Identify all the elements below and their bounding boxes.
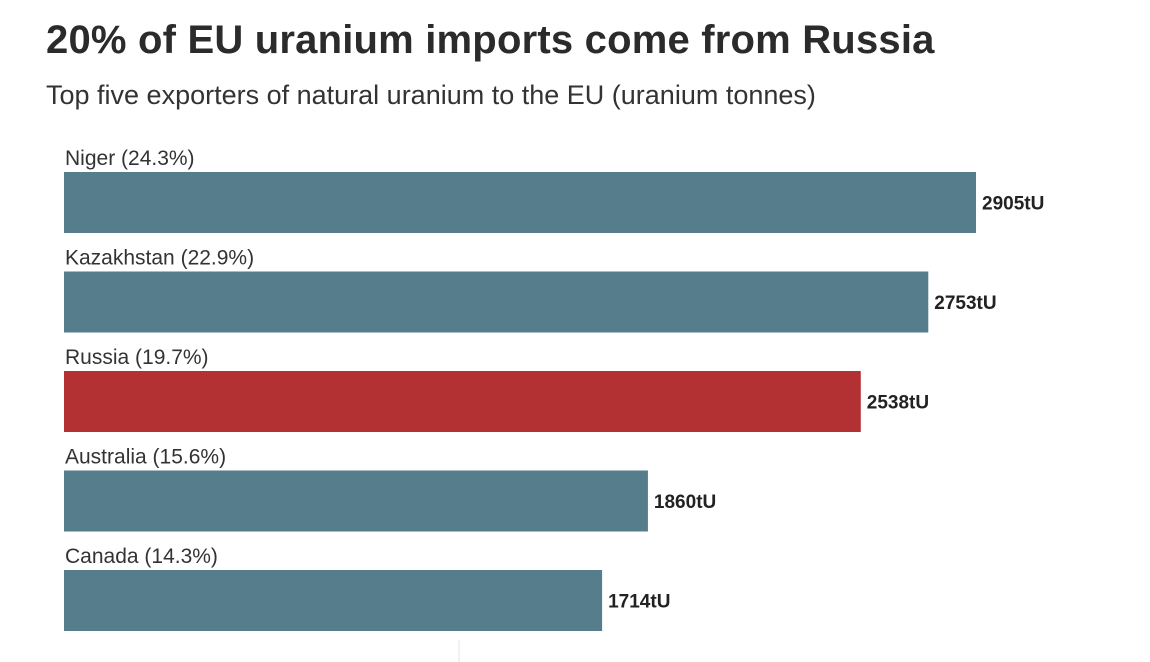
bars-layer: Niger (24.3%) 2905tU Kazakhstan (22.9%) 275…: [64, 147, 1044, 631]
category-label: Kazakhstan (22.9%): [65, 247, 254, 270]
category-label: Canada (14.3%): [65, 545, 218, 568]
bar: [64, 570, 603, 631]
chart-subtitle: Top five exporters of natural uranium to…: [46, 80, 816, 110]
category-label: Australia (15.6%): [65, 446, 226, 469]
bar: [64, 470, 648, 532]
value-label: 1714tU: [608, 592, 670, 613]
value-label: 2905tU: [982, 194, 1044, 215]
value-label: 2538tU: [867, 393, 929, 414]
chart-title: 20% of EU uranium imports come from Russ…: [46, 18, 935, 62]
bar: [64, 172, 976, 233]
value-label: 2753tU: [934, 293, 996, 314]
bar: [64, 371, 861, 432]
bar: [64, 271, 929, 333]
category-label: Russia (19.7%): [65, 346, 209, 369]
category-label: Niger (24.3%): [65, 147, 195, 170]
value-label: 1860tU: [654, 492, 716, 513]
